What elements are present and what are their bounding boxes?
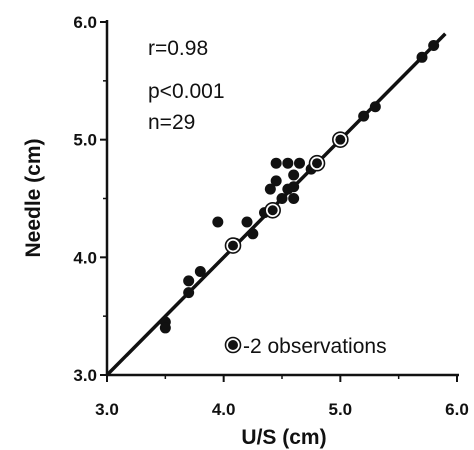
- ringed-data-point-inner: [267, 205, 278, 216]
- data-point: [270, 175, 282, 187]
- legend-label: -2 observations: [243, 335, 387, 358]
- annotation-p: p<0.001: [148, 80, 225, 103]
- data-point: [288, 181, 300, 193]
- data-point: [183, 275, 195, 287]
- ticks: [100, 21, 458, 382]
- x-tick-label: 6.0: [445, 400, 469, 419]
- x-tick-label: 4.0: [212, 400, 236, 419]
- data-point: [276, 193, 288, 204]
- ringed-data-point-inner: [312, 158, 322, 169]
- data-point: [241, 216, 253, 228]
- data-point: [358, 110, 370, 122]
- ringed-data-point-inner: [228, 240, 238, 251]
- data-point: [416, 51, 428, 63]
- data-point: [288, 169, 300, 181]
- data-point: [194, 265, 206, 277]
- annotation-n: n=29: [148, 111, 195, 134]
- legend-dot-marker: [228, 340, 238, 350]
- data-point: [159, 322, 171, 334]
- data-point: [282, 157, 294, 169]
- x-tick-label: 3.0: [95, 400, 119, 419]
- ringed-data-point-inner: [335, 134, 346, 145]
- data-point: [247, 228, 259, 240]
- y-tick-label: 4.0: [73, 248, 97, 267]
- y-tick-label: 6.0: [73, 13, 97, 32]
- legend: -2 observations: [224, 335, 387, 358]
- data-point: [183, 287, 195, 299]
- data-point: [428, 40, 440, 52]
- data-points: [159, 40, 440, 334]
- data-point: [294, 157, 305, 169]
- data-point: [212, 216, 224, 228]
- data-point: [369, 101, 381, 113]
- y-tick-label: 5.0: [73, 131, 97, 150]
- annotation-r: r=0.98: [148, 37, 208, 60]
- x-axis-title: U/S (cm): [241, 426, 326, 449]
- y-tick-label: 3.0: [73, 366, 97, 385]
- legend-ring-marker: [224, 336, 242, 354]
- x-tick-label: 5.0: [329, 400, 353, 419]
- tick-labels: 3.0 4.0 5.0 6.0 3.0 4.0 5.0 6.0: [73, 13, 468, 419]
- y-axis-title: Needle (cm): [22, 138, 45, 257]
- data-point: [288, 193, 300, 204]
- data-point: [270, 157, 282, 169]
- data-point: [264, 183, 276, 195]
